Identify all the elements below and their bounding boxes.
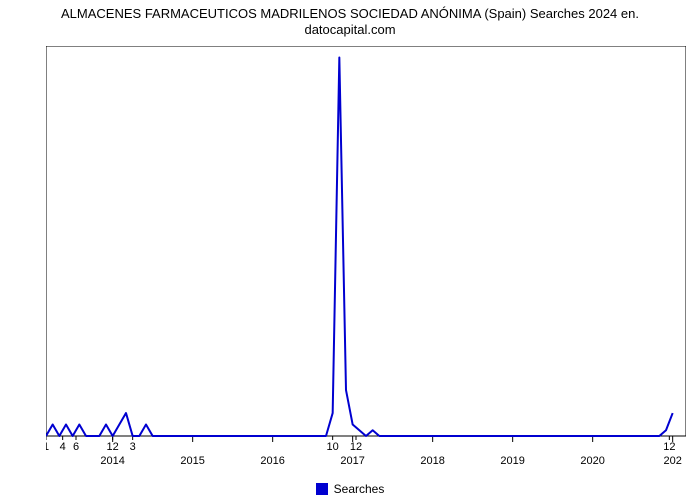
series-line [46, 57, 673, 436]
legend-swatch [316, 483, 328, 495]
chart-title: ALMACENES FARMACEUTICOS MADRILENOS SOCIE… [0, 6, 700, 39]
x-minor-label: 12 [663, 441, 675, 453]
x-major-label: 202 [663, 455, 681, 466]
x-minor-label: 1 [46, 441, 49, 453]
x-major-label: 2020 [580, 455, 604, 466]
chart-container: ALMACENES FARMACEUTICOS MADRILENOS SOCIE… [0, 0, 700, 500]
legend-label: Searches [334, 482, 385, 496]
plot-area: 0246810121416182022242628303234146123101… [46, 46, 686, 436]
x-minor-label: 6 [73, 441, 79, 453]
x-minor-label: 3 [130, 441, 136, 453]
x-major-label: 2015 [180, 455, 204, 466]
x-major-label: 2018 [420, 455, 444, 466]
plot-border [46, 46, 686, 436]
x-minor-label: 10 [327, 441, 339, 453]
x-major-label: 2019 [500, 455, 524, 466]
x-minor-label: 12 [107, 441, 119, 453]
x-major-label: 2014 [100, 455, 124, 466]
x-major-label: 2017 [340, 455, 364, 466]
legend: Searches [0, 481, 700, 496]
chart-svg: 0246810121416182022242628303234146123101… [46, 46, 686, 466]
x-minor-label: 4 [60, 441, 66, 453]
title-line-1: ALMACENES FARMACEUTICOS MADRILENOS SOCIE… [61, 6, 639, 21]
x-major-label: 2016 [260, 455, 284, 466]
x-minor-label: 12 [350, 441, 362, 453]
title-line-2: datocapital.com [304, 22, 395, 37]
